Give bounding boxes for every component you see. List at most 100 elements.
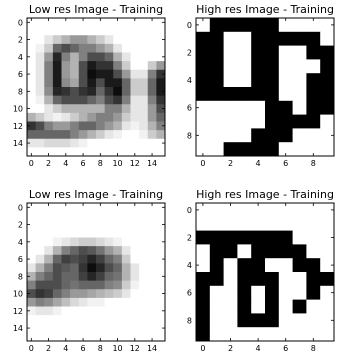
- heatmap-cell: [70, 306, 80, 316]
- heatmap-cell: [96, 289, 106, 299]
- heatmap-cell: [147, 87, 157, 97]
- heatmap-cell: [70, 18, 80, 28]
- heatmap-cell: [61, 315, 71, 325]
- heatmap-cell: [251, 114, 266, 129]
- heatmap-cell: [292, 31, 307, 46]
- heatmap-cell: [251, 100, 266, 115]
- heatmap-cell: [156, 78, 166, 88]
- heatmap-cell: [278, 327, 293, 342]
- heatmap-cell: [44, 237, 54, 247]
- heatmap-cell: [44, 104, 54, 114]
- heatmap-cell: [265, 128, 280, 143]
- heatmap-cell: [96, 26, 106, 36]
- x-tick-label: 4: [63, 159, 68, 168]
- heatmap-cell: [237, 272, 252, 287]
- heatmap-cell: [196, 73, 211, 88]
- x-tick-label: 10: [112, 344, 122, 353]
- heatmap-cell: [44, 246, 54, 256]
- heatmap-cell: [265, 272, 280, 287]
- heatmap-cell: [35, 228, 45, 238]
- heatmap-cell: [147, 228, 157, 238]
- heatmap-cell: [27, 297, 37, 307]
- heatmap-cell: [113, 306, 123, 316]
- heatmap-cell: [292, 59, 307, 74]
- heatmap-cell: [104, 315, 114, 325]
- heatmap-cell: [96, 61, 106, 71]
- x-tick-label: 14: [147, 344, 157, 353]
- heatmap-cell: [61, 112, 71, 122]
- heatmap-cell: [156, 263, 166, 273]
- heatmap-cell: [265, 59, 280, 74]
- heatmap-cell: [44, 130, 54, 140]
- heatmap-cell: [156, 95, 166, 105]
- heatmap-cell: [320, 114, 335, 129]
- heatmap-cell: [121, 52, 131, 62]
- heatmap-cell: [35, 315, 45, 325]
- heatmap-cell: [278, 73, 293, 88]
- heatmap-cell: [156, 323, 166, 333]
- heatmap-cell: [35, 147, 45, 157]
- heatmap-cell: [130, 254, 140, 264]
- heatmap-cell: [278, 285, 293, 300]
- heatmap-cell: [121, 26, 131, 36]
- heatmap-cell: [35, 211, 45, 221]
- heatmap-cell: [113, 78, 123, 88]
- heatmap-cell: [147, 52, 157, 62]
- heatmap-cell: [139, 104, 149, 114]
- heatmap-cell: [265, 327, 280, 342]
- heatmap-cell: [61, 26, 71, 36]
- heatmap-cell: [139, 220, 149, 230]
- heatmap-cell: [44, 203, 54, 213]
- heatmap-cell: [209, 31, 224, 46]
- heatmap-cell: [147, 263, 157, 273]
- x-tick-label: 2: [46, 344, 51, 353]
- heatmap-cell: [44, 263, 54, 273]
- heatmap-cell: [130, 35, 140, 45]
- heatmap-cell: [121, 228, 131, 238]
- heatmap-cell: [121, 254, 131, 264]
- heatmap-cell: [78, 246, 88, 256]
- heatmap-cell: [104, 289, 114, 299]
- heatmap-cell: [156, 112, 166, 122]
- heatmap-cell: [27, 104, 37, 114]
- heatmap-cell: [251, 128, 266, 143]
- heatmap-cell: [130, 332, 140, 342]
- heatmap-cell: [121, 289, 131, 299]
- heatmap-cell: [104, 272, 114, 282]
- heatmap-cell: [156, 87, 166, 97]
- heatmap-cell: [130, 220, 140, 230]
- heatmap-cell: [96, 121, 106, 131]
- heatmap-cell: [278, 128, 293, 143]
- heatmap-cells: [27, 18, 166, 157]
- heatmap-cell: [209, 285, 224, 300]
- heatmap-cell: [292, 258, 307, 273]
- heatmap-cell: [61, 43, 71, 53]
- heatmap-cell: [147, 289, 157, 299]
- heatmap-cell: [156, 280, 166, 290]
- heatmap-cell: [251, 18, 266, 33]
- heatmap-cell: [320, 142, 335, 157]
- heatmap-cell: [292, 299, 307, 314]
- heatmap-cell: [265, 114, 280, 129]
- heatmap-cell: [96, 52, 106, 62]
- heatmap-cell: [147, 297, 157, 307]
- heatmap-cell: [113, 280, 123, 290]
- heatmap-cell: [130, 228, 140, 238]
- heatmap-cell: [130, 112, 140, 122]
- y-tick-label: 0: [18, 203, 23, 212]
- heatmap-cell: [130, 289, 140, 299]
- heatmap-cell: [292, 230, 307, 245]
- heatmap-cell: [147, 95, 157, 105]
- heatmap-cell: [52, 323, 62, 333]
- heatmap-cell: [70, 203, 80, 213]
- heatmap-cell: [87, 246, 97, 256]
- heatmap-cell: [292, 128, 307, 143]
- heatmap-cell: [223, 244, 238, 259]
- heatmap-cell: [156, 246, 166, 256]
- heatmap-cell: [121, 246, 131, 256]
- heatmap-cell: [44, 280, 54, 290]
- heatmap-cell: [130, 138, 140, 148]
- heatmap-cell: [139, 263, 149, 273]
- x-tick-label: 2: [46, 159, 51, 168]
- heatmap-cell: [35, 272, 45, 282]
